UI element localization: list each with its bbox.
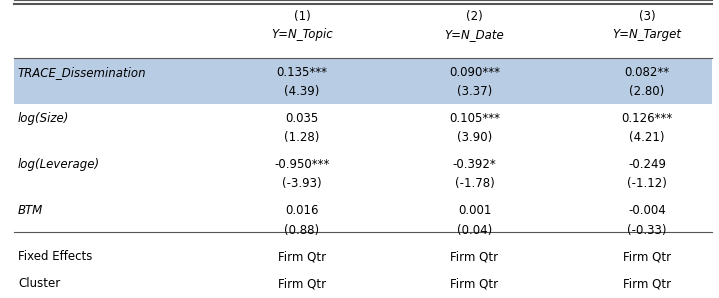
Text: -0.004: -0.004 bbox=[628, 204, 666, 217]
Text: Firm Qtr: Firm Qtr bbox=[278, 277, 326, 290]
Text: (4.21): (4.21) bbox=[629, 131, 665, 144]
Text: log(Leverage): log(Leverage) bbox=[18, 158, 100, 171]
Text: Y=N_Target: Y=N_Target bbox=[613, 28, 682, 41]
Text: TRACE_Dissemination: TRACE_Dissemination bbox=[18, 66, 147, 79]
Text: Fixed Effects: Fixed Effects bbox=[18, 250, 92, 263]
Text: -0.392*: -0.392* bbox=[453, 158, 496, 171]
Text: Firm Qtr: Firm Qtr bbox=[278, 250, 326, 263]
Text: 0.016: 0.016 bbox=[285, 204, 319, 217]
Text: (4.39): (4.39) bbox=[284, 85, 320, 98]
Text: BTM: BTM bbox=[18, 204, 43, 217]
Text: -0.950***: -0.950*** bbox=[274, 158, 330, 171]
Text: (-0.33): (-0.33) bbox=[628, 224, 667, 237]
Text: (-1.78): (-1.78) bbox=[454, 177, 495, 190]
Text: (2.80): (2.80) bbox=[629, 85, 665, 98]
Text: Firm Qtr: Firm Qtr bbox=[451, 277, 498, 290]
Text: log(Size): log(Size) bbox=[18, 112, 69, 125]
Text: 0.105***: 0.105*** bbox=[449, 112, 500, 125]
Text: Firm Qtr: Firm Qtr bbox=[623, 277, 671, 290]
Text: (3.90): (3.90) bbox=[457, 131, 493, 144]
Text: 0.090***: 0.090*** bbox=[449, 66, 500, 79]
Text: Cluster: Cluster bbox=[18, 277, 60, 290]
Text: (0.04): (0.04) bbox=[457, 224, 493, 237]
Text: (3.37): (3.37) bbox=[457, 85, 493, 98]
Text: Y=N_Topic: Y=N_Topic bbox=[271, 28, 333, 41]
Text: 0.135***: 0.135*** bbox=[277, 66, 327, 79]
Text: (0.88): (0.88) bbox=[285, 224, 319, 237]
Text: 0.126***: 0.126*** bbox=[621, 112, 673, 125]
Bar bbox=[14, 58, 712, 104]
Text: Firm Qtr: Firm Qtr bbox=[451, 250, 498, 263]
Text: 0.082**: 0.082** bbox=[625, 66, 669, 79]
Text: (3): (3) bbox=[638, 10, 656, 24]
Text: 0.035: 0.035 bbox=[285, 112, 319, 125]
Text: (1.28): (1.28) bbox=[284, 131, 320, 144]
Text: Y=N_Date: Y=N_Date bbox=[444, 28, 505, 41]
Text: (-1.12): (-1.12) bbox=[627, 177, 667, 190]
Text: Firm Qtr: Firm Qtr bbox=[623, 250, 671, 263]
Text: (-3.93): (-3.93) bbox=[282, 177, 322, 190]
Text: 0.001: 0.001 bbox=[458, 204, 491, 217]
Text: -0.249: -0.249 bbox=[628, 158, 666, 171]
Text: (2): (2) bbox=[466, 10, 483, 24]
Text: (1): (1) bbox=[293, 10, 311, 24]
